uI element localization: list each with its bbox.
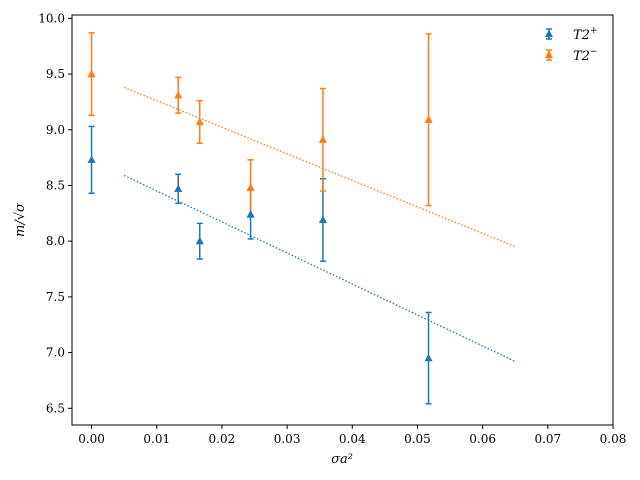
y-tick-label: 9.0 [46, 123, 65, 137]
legend-marker [544, 50, 554, 59]
data-point-series-0 [195, 236, 204, 245]
data-point-series-0 [424, 353, 433, 362]
y-tick-label: 9.5 [46, 67, 65, 81]
x-axis-label: σa² [331, 452, 353, 467]
data-point-series-1 [174, 90, 183, 99]
fit-line-series-0 [123, 174, 516, 363]
x-tick-label: 0.03 [274, 432, 301, 446]
plot-frame [71, 14, 614, 426]
x-axis-ticks: 0.00 0.01 0.02 0.03 0.04 0.05 0.06 0.07 0.08 [78, 425, 626, 446]
fit-lines [123, 86, 516, 363]
data-point-series-1 [246, 183, 255, 191]
x-tick-label: 0.04 [339, 432, 366, 446]
y-tick-label: 8.0 [46, 234, 65, 248]
data-point-series-0 [318, 215, 327, 224]
x-tick-label: 0.00 [78, 432, 105, 446]
y-tick-label: 7.0 [46, 346, 65, 360]
x-tick-label: 0.02 [209, 432, 236, 446]
y-axis-ticks: 6.5 7.0 7.5 8.0 8.5 9.0 9.5 10.0 [38, 11, 72, 415]
x-tick-label: 0.01 [143, 432, 170, 446]
data-point-series-0 [246, 209, 255, 218]
y-tick-label: 6.5 [46, 401, 65, 415]
y-axis-label: m/√σ [13, 202, 28, 237]
fit-line-series-1 [123, 86, 516, 248]
y-tick-label: 10.0 [38, 11, 65, 25]
x-tick-label: 0.07 [534, 432, 561, 446]
data-markers [87, 69, 433, 362]
data-point-series-1 [87, 69, 96, 78]
legend-marker [544, 29, 554, 38]
data-point-series-1 [424, 115, 433, 123]
x-tick-label: 0.05 [404, 432, 431, 446]
data-point-series-0 [174, 184, 183, 192]
data-point-series-1 [318, 135, 327, 143]
y-tick-label: 7.5 [46, 290, 65, 304]
x-tick-label: 0.06 [469, 432, 496, 446]
data-point-series-0 [87, 155, 96, 163]
data-point-series-1 [195, 117, 204, 126]
x-tick-label: 0.08 [600, 432, 627, 446]
y-tick-label: 8.5 [46, 178, 65, 192]
